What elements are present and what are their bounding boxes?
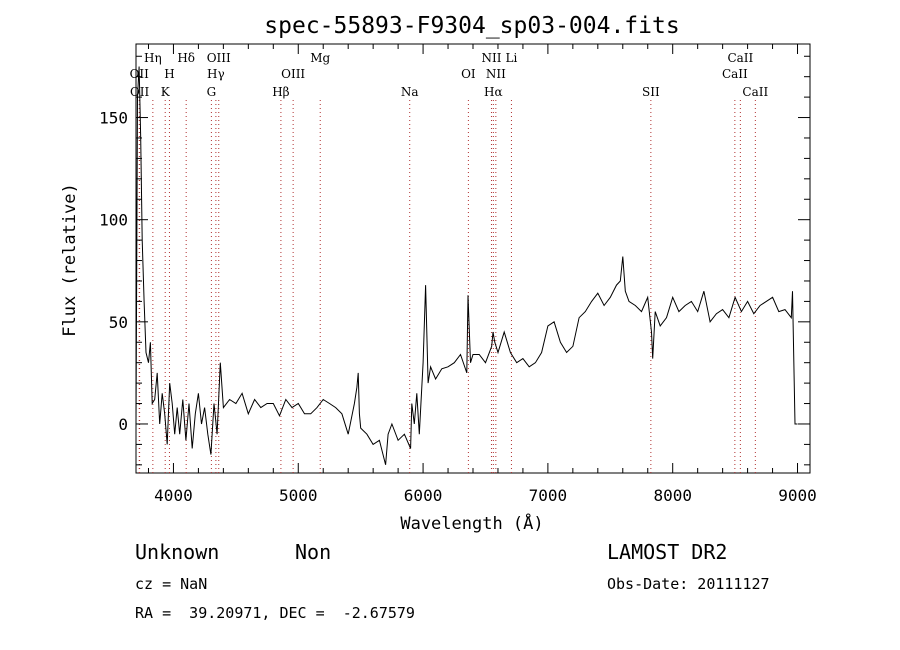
x-tick-label-1: 5000 bbox=[279, 486, 318, 505]
x-tick-label-5: 9000 bbox=[778, 486, 817, 505]
emission-line-label-6: G bbox=[207, 85, 217, 99]
emission-line-label-21: CaII bbox=[742, 85, 768, 99]
axis-ticks bbox=[136, 44, 810, 473]
spectrum-series bbox=[135, 66, 798, 465]
sky-coordinates: RA = 39.20971, DEC = -2.67579 bbox=[135, 604, 415, 622]
y-tick-label-3: 150 bbox=[99, 109, 128, 128]
emission-line-label-16: NII bbox=[486, 67, 506, 81]
emission-line-label-4: H bbox=[164, 67, 174, 81]
emission-line-label-15: Hα bbox=[484, 85, 503, 99]
plot-frame bbox=[135, 43, 811, 474]
emission-line-label-19: CaII bbox=[722, 67, 748, 81]
object-class: Unknown bbox=[135, 540, 220, 564]
emission-line-label-10: OIII bbox=[281, 67, 305, 81]
emission-line-label-2: Hη bbox=[144, 51, 162, 65]
chart-title: spec-55893-F9304_sp03-004.fits bbox=[264, 13, 679, 39]
y-tick-label-1: 50 bbox=[109, 313, 128, 332]
emission-line-label-12: Na bbox=[401, 85, 419, 99]
emission-line-label-11: Mg bbox=[310, 51, 330, 65]
emission-line-labels: OIIOIIHηKHHδGHγOIIIHβOIIIMgNaOINIIHαNIIL… bbox=[130, 51, 769, 99]
emission-line-label-13: OI bbox=[461, 67, 476, 81]
emission-line-label-17: Li bbox=[506, 51, 518, 65]
emission-line-label-20: CaII bbox=[727, 51, 753, 65]
emission-line-label-3: K bbox=[161, 85, 171, 99]
emission-line-markers bbox=[138, 100, 756, 473]
emission-line-label-8: OIII bbox=[207, 51, 231, 65]
emission-line-label-9: Hβ bbox=[272, 85, 289, 99]
y-tick-label-2: 100 bbox=[99, 211, 128, 230]
plot-border bbox=[135, 43, 811, 474]
x-tick-label-2: 6000 bbox=[404, 486, 443, 505]
emission-line-label-18: SII bbox=[642, 85, 660, 99]
observation-date: Obs-Date: 20111127 bbox=[607, 575, 770, 593]
emission-line-label-14: NII bbox=[481, 51, 501, 65]
emission-line-label-5: Hδ bbox=[177, 51, 195, 65]
x-axis-title: Wavelength (Å) bbox=[400, 512, 543, 534]
emission-line-label-7: Hγ bbox=[207, 67, 225, 81]
axis-tick-labels: 4000 5000 6000 7000 8000 9000 0 50 100 150 bbox=[99, 109, 817, 505]
y-tick-label-0: 0 bbox=[118, 415, 128, 434]
y-axis-title: Flux (relative) bbox=[60, 183, 80, 337]
spectrum-line-0 bbox=[135, 66, 798, 465]
redshift-cz: cz = NaN bbox=[135, 575, 208, 593]
x-tick-label-0: 4000 bbox=[154, 486, 193, 505]
x-tick-label-3: 7000 bbox=[529, 486, 568, 505]
x-tick-label-4: 8000 bbox=[653, 486, 692, 505]
survey-name: LAMOST DR2 bbox=[607, 540, 728, 564]
object-subclass: Non bbox=[295, 540, 332, 564]
